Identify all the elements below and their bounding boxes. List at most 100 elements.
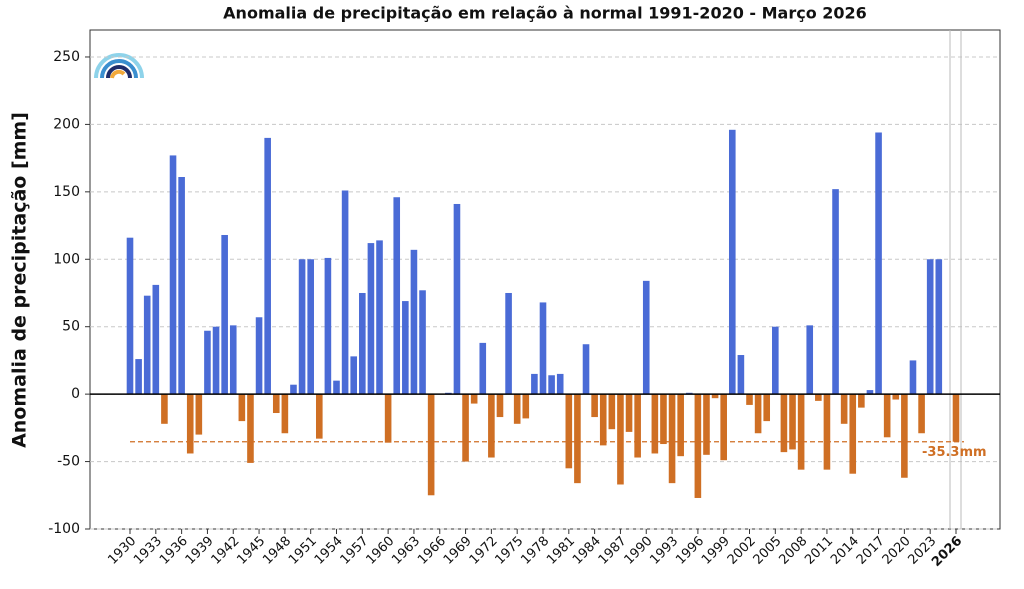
bar — [281, 394, 289, 434]
y-tick-label: 150 — [53, 184, 80, 200]
bar — [255, 317, 263, 395]
bar — [341, 190, 349, 395]
x-tick-label: 2014 — [828, 534, 862, 568]
bar — [513, 394, 521, 424]
bar — [926, 259, 934, 395]
x-tick-label: 1999 — [699, 534, 733, 568]
bar — [479, 342, 487, 395]
bar — [574, 394, 581, 484]
bar — [866, 390, 874, 395]
x-tick-label: 1978 — [518, 534, 552, 568]
x-tick-label: 1957 — [338, 534, 372, 568]
bar — [531, 373, 538, 395]
x-tick-label: 1951 — [286, 534, 320, 568]
x-tick-label: 1993 — [647, 534, 681, 568]
bar — [591, 394, 598, 418]
x-tick-label: 1990 — [622, 534, 656, 568]
bar — [143, 295, 151, 395]
x-tick-label: 1948 — [260, 534, 294, 568]
bar — [797, 394, 805, 470]
x-tick-label: 1936 — [157, 534, 191, 568]
y-tick-label: 250 — [53, 49, 80, 65]
bar — [195, 394, 203, 435]
x-tick-label: 1945 — [234, 534, 268, 568]
y-axis-label: Anomalia de precipitação [mm] — [9, 112, 31, 448]
bar — [789, 394, 796, 450]
bar — [875, 132, 882, 395]
bar — [815, 394, 822, 401]
reference-label: -35.3mm — [922, 445, 987, 460]
bar — [384, 394, 392, 443]
bar — [651, 394, 659, 454]
bar — [763, 394, 771, 422]
bar — [152, 284, 160, 395]
bar — [264, 137, 271, 395]
bar — [677, 394, 684, 457]
y-tick-label: -50 — [57, 454, 80, 470]
x-tick-label: 2005 — [751, 534, 785, 568]
y-tick-label: 200 — [53, 116, 80, 132]
bar — [298, 259, 306, 395]
bar — [359, 292, 366, 395]
bar — [556, 373, 564, 395]
bar — [427, 394, 435, 496]
bar — [470, 394, 478, 404]
bar — [780, 394, 788, 453]
x-tick-label: 2008 — [776, 534, 810, 568]
bar — [694, 394, 702, 498]
y-tick-label: 50 — [62, 319, 80, 335]
bar — [126, 237, 134, 395]
bar — [402, 301, 409, 395]
bar — [634, 394, 641, 458]
x-tick-label: 2017 — [854, 534, 888, 568]
bar — [617, 394, 624, 485]
x-tick-label: 1996 — [673, 534, 707, 568]
bar — [642, 280, 650, 395]
bar — [599, 394, 607, 446]
x-tick-label: 1972 — [467, 534, 501, 568]
bar — [832, 189, 839, 395]
bar — [393, 197, 401, 395]
bar — [728, 129, 736, 395]
x-tick-label: 1939 — [183, 534, 217, 568]
bar — [823, 394, 831, 470]
bar — [660, 394, 667, 445]
bar — [918, 394, 925, 434]
bar — [212, 326, 220, 395]
bar — [307, 259, 314, 395]
bar — [169, 155, 177, 395]
bar — [229, 325, 237, 395]
bar — [462, 394, 469, 462]
bar — [901, 394, 908, 478]
bar — [410, 249, 418, 395]
chart-title: Anomalia de precipitação em relação à no… — [223, 4, 867, 23]
x-tick-label: 1963 — [389, 534, 423, 568]
bar — [565, 394, 573, 469]
x-tick-label: 1954 — [312, 534, 346, 568]
bar — [247, 394, 254, 463]
bar — [668, 394, 676, 484]
bar — [315, 394, 323, 439]
bar — [840, 394, 848, 424]
bar — [324, 257, 332, 395]
x-tick-label: 1981 — [544, 534, 578, 568]
bar — [703, 394, 710, 455]
bar — [272, 394, 280, 414]
bar — [772, 326, 779, 395]
x-tick-label: 2011 — [802, 534, 836, 568]
bar — [625, 394, 633, 432]
x-tick-label: 2002 — [725, 534, 759, 568]
bar — [522, 394, 530, 419]
y-tick-label: 100 — [53, 251, 80, 267]
bar — [453, 203, 461, 395]
bar — [135, 359, 142, 395]
bar — [505, 292, 512, 395]
plot-frame — [89, 29, 1001, 530]
x-tick-label: 2020 — [880, 534, 914, 568]
bar — [849, 394, 857, 474]
bar — [720, 394, 727, 461]
bar — [204, 330, 211, 395]
bar — [350, 356, 358, 395]
x-tick-label: 1942 — [209, 534, 243, 568]
